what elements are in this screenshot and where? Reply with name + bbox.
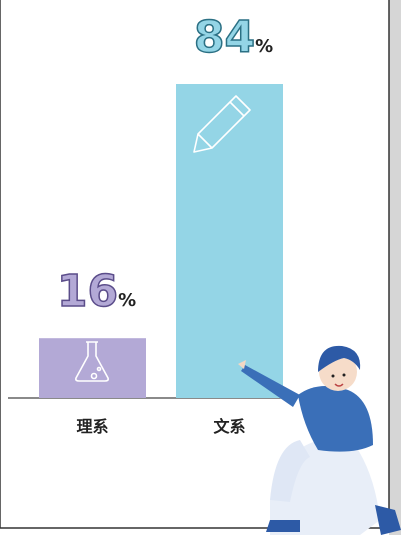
category-label: 文系 [213, 417, 245, 436]
category-label: 理系 [76, 417, 108, 436]
side-strip [389, 0, 401, 535]
chart: 理系16%文系84% [0, 0, 401, 535]
bar [39, 338, 146, 398]
